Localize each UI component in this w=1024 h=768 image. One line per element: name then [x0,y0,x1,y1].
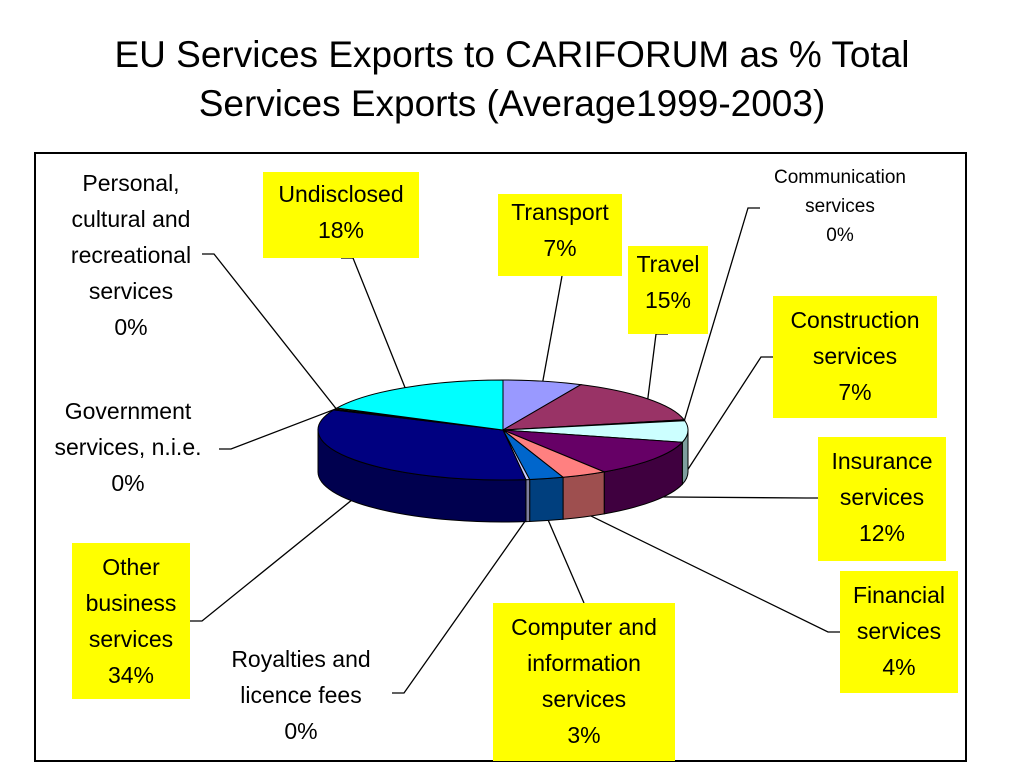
label-financial-services: Financial services 4% [840,571,958,693]
leader-line-royalties-and-licence-fees [392,516,529,694]
label-insurance-services: Insurance services 12% [818,437,946,561]
leader-line-undisclosed [341,257,406,388]
chart-title-line-2: Services Exports (Average1999-2003) [198,83,826,124]
chart-title: EU Services Exports to CARIFORUM as % To… [40,30,984,128]
pie-slice-travel [502,384,686,431]
leader-line-other-business-services [190,497,356,622]
label-undisclosed: Undisclosed 18% [263,172,419,258]
leader-line-transport [542,275,563,382]
label-travel: Travel 15% [628,246,708,334]
chart-title-line-1: EU Services Exports to CARIFORUM as % To… [114,34,910,75]
label-personal-cultural-recreational-services: Personal, cultural and recreational serv… [70,170,192,340]
chart-frame [34,152,967,762]
pie-slice-undisclosed [335,379,504,431]
pie-slice-insurance-services [502,429,684,473]
leader-line-travel [647,333,668,399]
label-government-services: Government services, n.i.e. 0% [54,398,202,496]
pie-slice-other-business-services [317,409,527,481]
leader-line-insurance-services [653,496,818,499]
pie-side-computer-and-information-services [529,476,564,522]
label-construction-services: Construction services 7% [773,296,937,418]
label-other-business-services: Other business services 34% [72,543,190,699]
leader-line-communication-services [683,207,760,421]
pie-side-financial-services [562,471,605,520]
leader-line-construction-services [687,356,773,470]
label-royalties-licence-fees: Royalties and licence fees 0% [231,646,371,744]
leader-line-personal-cultural-and-recreational-services [202,253,337,409]
leader-line-computer-and-information-services [545,516,585,604]
leader-line-government-services-n-i-e [219,408,335,450]
pie-side-royalties-and-licence-fees [525,478,531,523]
label-computer-information-services: Computer and information services 3% [493,603,675,761]
label-transport: Transport 7% [498,194,622,276]
label-communication-services: Communication services 0% [774,167,906,246]
leader-line-financial-services [583,512,840,633]
